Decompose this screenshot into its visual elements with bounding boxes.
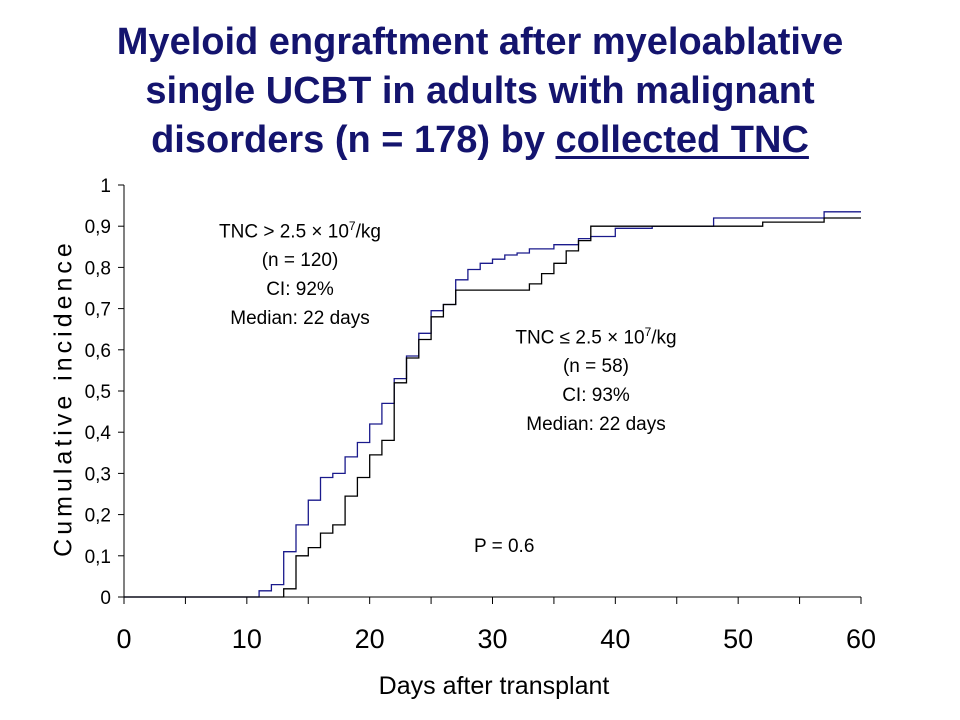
annotation-low-tnc-exponent: 7 <box>644 325 652 339</box>
chart-title-underlined: collected TNC <box>555 119 809 161</box>
annotation-high-tnc-ci: CI: 92% <box>266 279 334 301</box>
x-tick-label: 30 <box>477 624 507 654</box>
x-tick-label: 60 <box>846 624 876 654</box>
series-line-low <box>124 217 861 598</box>
annotation-low-tnc-ci: CI: 93% <box>562 385 630 407</box>
chart-title-line2: single UCBT in adults with malignant <box>145 70 815 112</box>
x-tick-label: 10 <box>232 624 262 654</box>
annotation-low-tnc-unit: /kg <box>651 327 677 349</box>
annotation-high-tnc-text: TNC > 2.5 × 10 <box>219 221 349 243</box>
y-tick-label: 0,3 <box>85 464 111 485</box>
y-tick-label: 0,4 <box>85 423 112 444</box>
y-tick-label: 0,5 <box>85 382 111 403</box>
x-tick-label: 20 <box>355 624 385 654</box>
series-layer <box>124 211 861 598</box>
annotation-low-tnc-n: (n = 58) <box>562 356 629 378</box>
chart-title-line3-prefix: disorders (n = 178) by <box>151 119 556 161</box>
y-tick-label: 0,2 <box>85 506 111 527</box>
annotation-low-tnc: TNC ≤ 2.5 × 107/kg (n = 58) CI: 93% Medi… <box>486 318 706 439</box>
chart-title: Myeloid engraftment after myeloablative … <box>20 18 940 165</box>
annotation-high-tnc-unit: /kg <box>355 221 381 243</box>
chart-title-line3: disorders (n = 178) by collected TNC <box>20 116 940 165</box>
y-tick-label: 0,8 <box>85 258 111 279</box>
series-line-high <box>124 211 861 598</box>
annotation-low-tnc-text: TNC ≤ 2.5 × 10 <box>515 327 645 349</box>
x-tick-label: 50 <box>723 624 753 654</box>
annotation-high-tnc-line1: TNC > 2.5 × 107/kg <box>190 212 410 246</box>
axes: 00,10,20,30,40,50,60,70,80,910 10 20 30 40 50… <box>85 176 876 654</box>
annotation-high-tnc-exponent: 7 <box>348 219 356 233</box>
annotation-high-tnc-n: (n = 120) <box>261 250 339 272</box>
y-tick-label: 1 <box>100 176 111 197</box>
annotation-high-tnc: TNC > 2.5 × 107/kg (n = 120) CI: 92% Med… <box>190 212 410 333</box>
x-tick-label: 40 <box>600 624 630 654</box>
y-tick-label: 0,9 <box>85 217 111 238</box>
p-value-label: P = 0.6 <box>474 536 535 557</box>
y-tick-label: 0,1 <box>85 547 111 568</box>
annotation-low-tnc-line1: TNC ≤ 2.5 × 107/kg <box>486 318 706 352</box>
y-axis-label: Cumulative incidence <box>49 239 78 557</box>
y-tick-label: 0,6 <box>85 341 111 362</box>
annotation-low-tnc-median: Median: 22 days <box>526 414 666 436</box>
x-tick-label: 0 <box>116 624 131 654</box>
x-axis-label: Days after transplant <box>378 672 610 700</box>
annotation-high-tnc-median: Median: 22 days <box>230 308 370 330</box>
y-tick-label: 0,7 <box>85 300 111 321</box>
y-tick-label: 0 <box>100 588 111 609</box>
chart-title-line1: Myeloid engraftment after myeloablative <box>116 21 844 63</box>
